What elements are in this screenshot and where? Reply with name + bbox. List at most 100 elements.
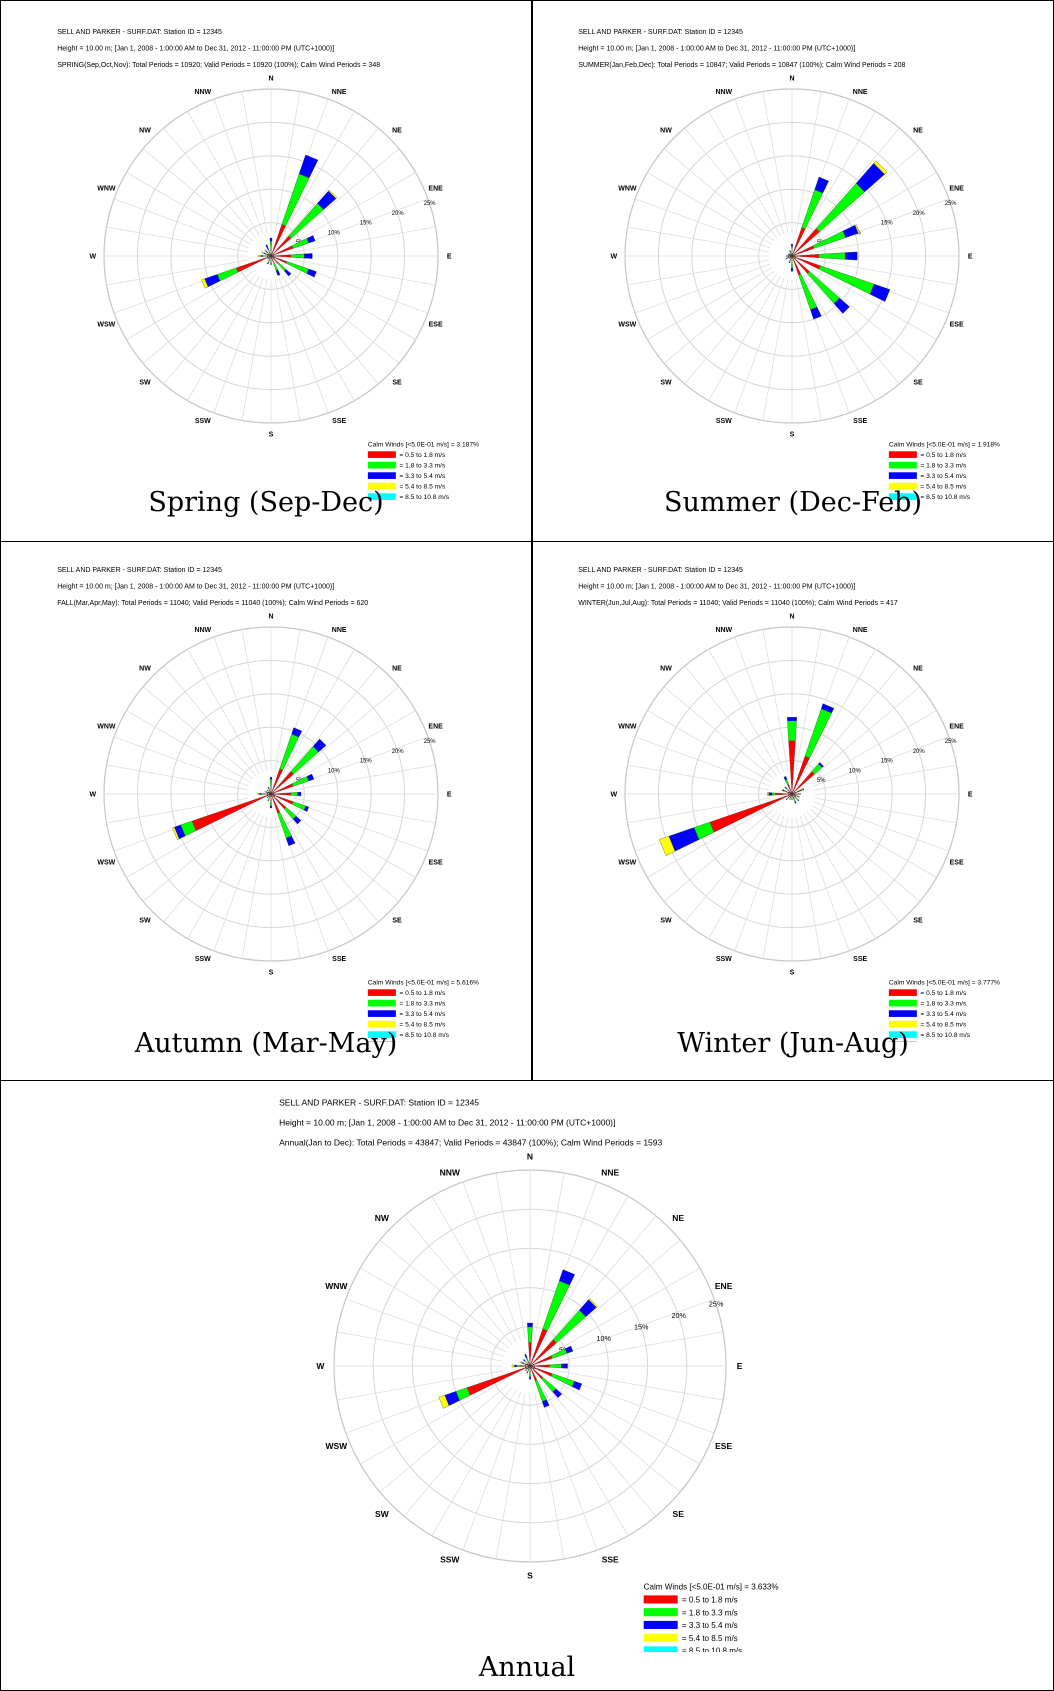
ring-label: 15%	[634, 1323, 649, 1332]
grid-spoke	[292, 801, 429, 852]
legend-label: = 5.4 to 8.5 m/s	[920, 484, 967, 491]
direction-label: NW	[375, 1213, 390, 1223]
legend-swatch	[643, 1608, 678, 1617]
wind-petal-segment	[172, 826, 180, 840]
wind-petal-segment	[572, 1381, 583, 1391]
grid-spoke	[113, 198, 250, 249]
direction-label: NNW	[440, 1167, 461, 1177]
legend-label: = 8.5 to 10.8 m/s	[920, 494, 970, 501]
grid-spoke	[282, 814, 355, 939]
legend-swatch	[888, 989, 917, 996]
legend-label: = 3.3 to 5.4 m/s	[682, 1621, 738, 1630]
ring-label: 20%	[913, 749, 926, 755]
direction-label: W	[610, 791, 617, 798]
wind-petal-segment	[516, 1365, 521, 1367]
direction-label: SSW	[716, 418, 732, 425]
grid-spoke	[431, 1196, 517, 1343]
wind-petal-segment	[270, 262, 272, 265]
direction-label: E	[737, 1361, 743, 1371]
legend-label: = 1.8 to 3.3 m/s	[920, 1001, 967, 1008]
grid-spoke	[213, 636, 264, 773]
wind-petal-segment	[561, 1363, 568, 1369]
wind-petal-segment	[269, 779, 273, 788]
wind-petal-segment	[814, 176, 829, 194]
grid-spoke	[282, 111, 355, 236]
grid-spoke	[803, 276, 876, 401]
grid-spoke	[278, 277, 329, 414]
wind-petal-segment	[527, 1326, 533, 1343]
grid-spoke	[543, 1196, 629, 1343]
grid-spoke	[495, 1392, 526, 1560]
direction-label: E	[447, 253, 452, 260]
chart-title-line: SUMMER(Jan,Feb,Dec): Total Periods = 108…	[578, 62, 905, 69]
wind-petal-segment	[260, 255, 264, 257]
wind-rose-panel: SELL AND PARKER - SURF.DAT: Station ID =…	[0, 1080, 1054, 1691]
direction-label: ENE	[715, 1281, 733, 1291]
direction-label: NW	[660, 665, 672, 672]
grid-spoke	[547, 1215, 657, 1346]
grid-spoke	[187, 276, 260, 401]
grid-spoke	[142, 808, 254, 902]
legend-label: = 5.4 to 8.5 m/s	[399, 1022, 446, 1029]
wind-petal-segment	[818, 762, 824, 768]
legend-swatch	[367, 461, 396, 469]
grid-spoke	[288, 270, 400, 364]
legend-label: = 5.4 to 8.5 m/s	[682, 1634, 738, 1643]
wind-petal-segment	[526, 1372, 528, 1374]
legend-swatch	[888, 482, 917, 490]
calm-winds-text: Calm Winds [<5.0E-01 m/s] = 5.616%	[368, 979, 479, 986]
ring-label: 20%	[392, 749, 405, 755]
wind-petal-segment	[290, 253, 305, 259]
legend-label: = 3.3 to 5.4 m/s	[399, 473, 446, 480]
direction-label: SE	[913, 379, 923, 386]
wind-petal-segment	[789, 798, 791, 800]
ring-label: 10%	[596, 1334, 611, 1343]
grid-spoke	[627, 764, 770, 791]
wind-petal-segment	[514, 1364, 517, 1368]
grid-spoke	[734, 277, 785, 414]
wind-petal-segment	[270, 793, 287, 810]
direction-label: S	[269, 970, 274, 977]
grid-spoke	[795, 816, 822, 959]
grid-spoke	[142, 148, 254, 242]
legend-swatch	[888, 451, 917, 458]
grid-spoke	[187, 814, 260, 939]
direction-label: NW	[139, 127, 151, 134]
grid-spoke	[291, 805, 416, 878]
wind-petal-segment	[787, 255, 790, 257]
wind-petal-segment	[789, 257, 791, 259]
direction-label: ESE	[715, 1441, 732, 1451]
grid-spoke	[126, 805, 251, 878]
wind-petal-segment	[511, 1364, 515, 1368]
legend-swatch	[367, 472, 396, 479]
wind-petal-segment	[304, 253, 313, 259]
wind-petal-segment	[268, 788, 271, 792]
chart-title-line: Height = 10.00 m; [Jan 1, 2008 - 1:00:00…	[57, 45, 334, 52]
grid-spoke	[213, 815, 264, 952]
wind-petal-segment	[328, 189, 338, 199]
grid-spoke	[708, 111, 781, 236]
wind-rose-panel: SELL AND PARKER - SURF.DAT: Station ID =…	[532, 0, 1054, 542]
grid-spoke	[163, 127, 257, 239]
wind-petal-segment	[270, 800, 272, 807]
grid-spoke	[293, 797, 436, 824]
wind-petal-segment	[784, 786, 787, 789]
direction-label: NNE	[332, 627, 347, 634]
wind-petal-segment	[854, 224, 860, 234]
legend-label: = 3.3 to 5.4 m/s	[920, 473, 967, 480]
grid-spoke	[431, 1389, 517, 1536]
wind-petal-segment	[549, 1363, 562, 1369]
grid-spoke	[684, 665, 778, 777]
ring-label: 25%	[424, 201, 437, 207]
wind-petal-segment	[542, 1399, 550, 1408]
chart-title-line: Height = 10.00 m; [Jan 1, 2008 - 1:00:00…	[279, 1117, 615, 1127]
direction-label: N	[268, 75, 273, 82]
ring-label: 25%	[424, 739, 437, 745]
wind-petal-segment	[270, 259, 272, 263]
wind-petal-segment	[522, 1358, 525, 1361]
grid-spoke	[293, 226, 436, 253]
grid-spoke	[663, 808, 775, 902]
wind-petal-segment	[217, 267, 239, 282]
wind-petal-segment	[306, 773, 315, 782]
